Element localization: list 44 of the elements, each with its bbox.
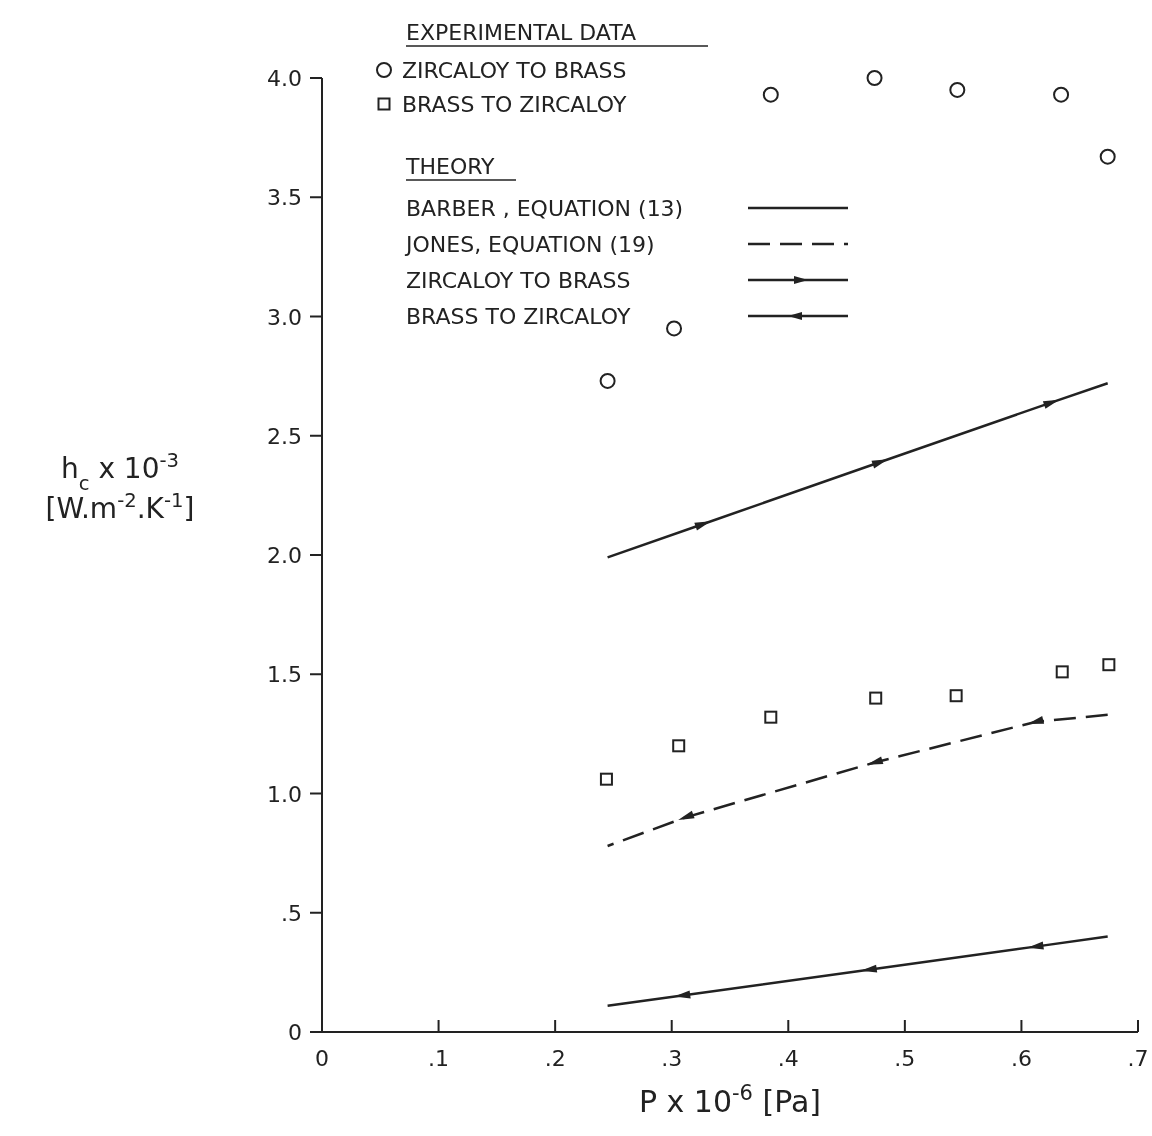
annotation: BRASS TO ZIRCALOY: [406, 304, 631, 329]
annotation: THEORY: [405, 154, 496, 179]
y-tick-label: 1.5: [267, 662, 302, 688]
point: [866, 70, 883, 86]
x-tick-label: 0: [315, 1046, 329, 1071]
y-tick-label: 2.0: [267, 543, 302, 568]
legend-label: BRASS TO ZIRCALOY: [402, 92, 627, 117]
y-tick-label: 3.5: [267, 185, 302, 211]
x-tick-label: .3: [661, 1046, 683, 1071]
point: [1055, 665, 1069, 679]
x-tick-label: .6: [1010, 1046, 1032, 1071]
legend-title: EXPERIMENTAL DATA: [406, 20, 636, 45]
point: [599, 772, 613, 786]
y-tick-label: 1.0: [267, 781, 302, 807]
annotation: JONES, EQUATION (19): [404, 232, 655, 257]
point: [1099, 148, 1116, 165]
line-series: [606, 713, 1109, 848]
y-tick-label: 3.0: [267, 304, 302, 330]
y-tick-label: 2.5: [267, 423, 302, 449]
line-series: [606, 935, 1109, 1008]
point: [1102, 658, 1116, 672]
legend-label: ZIRCALOY TO BRASS: [402, 58, 627, 83]
x-tick-label: .1: [428, 1046, 450, 1071]
point: [1053, 86, 1070, 103]
annotation: BARBER , EQUATION (13): [406, 196, 684, 221]
x-tick-label: .5: [894, 1046, 916, 1071]
x-tick-label: .4: [777, 1046, 799, 1071]
annotation: ZIRCALOY TO BRASS: [406, 268, 631, 293]
y-tick-label: .5: [281, 900, 302, 926]
x-tick-label: .7: [1127, 1046, 1149, 1071]
x-tick-label: .2: [544, 1046, 566, 1071]
y-tick-label: 0: [288, 1020, 302, 1045]
point: [949, 81, 966, 98]
x-axis-title: P x 10$^{-6}$ [Pa]: [638, 1081, 822, 1119]
point: [764, 710, 778, 724]
point: [666, 320, 683, 337]
point: [949, 689, 963, 703]
point: [672, 739, 686, 753]
point: [762, 86, 779, 103]
line-series: [606, 382, 1109, 559]
text: h$_{c}$ x 10$^{-3}$ [W.m$^{-2}$.K$^{-1}$]: [45, 448, 195, 525]
point: [869, 691, 883, 705]
point: [599, 372, 616, 389]
y-tick-label: 4.0: [267, 66, 302, 91]
